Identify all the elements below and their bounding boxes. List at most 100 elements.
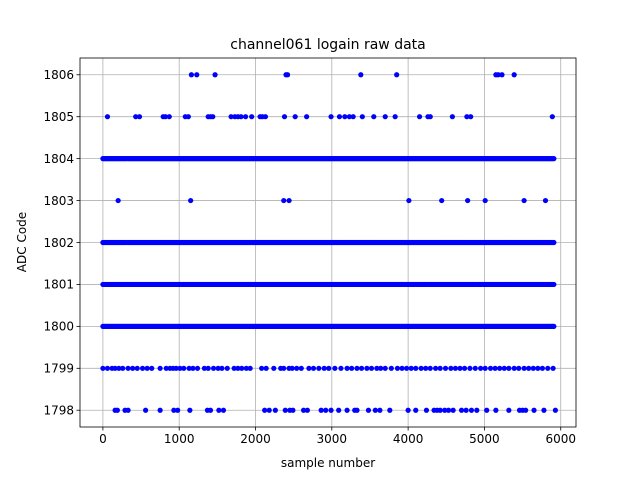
data-point (125, 407, 131, 413)
data-point (468, 114, 474, 120)
data-point (530, 365, 536, 371)
data-point (162, 114, 169, 120)
data-point (242, 114, 249, 120)
data-point (458, 407, 465, 413)
data-point (371, 114, 377, 120)
data-point (125, 365, 131, 371)
data-point (336, 114, 343, 120)
data-point (175, 407, 181, 413)
x-tick-label: 5000 (469, 432, 500, 446)
data-point (290, 407, 296, 413)
data-point (535, 365, 541, 371)
y-axis-label: ADC Code (15, 212, 29, 272)
data-point (181, 365, 187, 371)
data-point (323, 407, 329, 413)
data-point (212, 72, 218, 78)
data-point (300, 407, 307, 413)
y-tick-label: 1805 (43, 110, 74, 124)
chart-title: channel061 logain raw data (230, 37, 425, 53)
data-point (228, 114, 234, 120)
data-point (157, 365, 163, 371)
data-point (539, 365, 546, 371)
data-point (231, 365, 237, 371)
y-tick-label: 1804 (43, 152, 74, 166)
data-point (445, 407, 452, 413)
data-point (298, 365, 304, 371)
data-point (281, 197, 287, 204)
data-point (452, 365, 459, 371)
data-point (115, 197, 121, 204)
data-point (461, 365, 468, 371)
data-point (467, 365, 473, 371)
data-point (130, 365, 136, 371)
data-point (292, 114, 298, 120)
data-point (346, 114, 352, 120)
data-point (104, 114, 111, 120)
data-point (521, 365, 527, 371)
x-axis-label: sample number (281, 456, 375, 470)
data-point (394, 365, 401, 371)
data-point (492, 365, 498, 371)
data-point (552, 407, 559, 413)
data-point (372, 407, 378, 413)
data-point (450, 407, 456, 413)
data-point (262, 114, 269, 120)
data-point (344, 407, 350, 413)
data-point (399, 365, 405, 371)
data-point (262, 407, 268, 413)
data-point (448, 365, 454, 371)
data-point (354, 365, 360, 371)
data-point (549, 114, 555, 120)
data-point (545, 365, 551, 371)
data-point (281, 365, 287, 371)
y-tick-label: 1800 (43, 320, 74, 334)
data-point (358, 72, 364, 78)
data-point (423, 407, 430, 413)
data-point (542, 197, 549, 204)
data-point (405, 407, 411, 413)
data-point (328, 407, 334, 413)
data-point (205, 365, 211, 371)
data-point (326, 365, 332, 371)
data-point (551, 281, 557, 288)
data-point (482, 197, 488, 204)
data-point (185, 114, 191, 120)
data-point (271, 365, 277, 371)
data-point (482, 365, 488, 371)
data-point (388, 365, 394, 371)
data-point (336, 407, 342, 413)
data-point (478, 365, 484, 371)
data-point (173, 365, 179, 371)
data-point (495, 72, 501, 78)
data-point (282, 407, 288, 413)
data-point (474, 407, 480, 413)
data-point (439, 197, 445, 204)
data-point (316, 365, 322, 371)
data-point (190, 365, 196, 371)
data-point (523, 407, 529, 413)
data-point (216, 407, 222, 413)
y-tick-label: 1802 (43, 236, 74, 250)
data-point (112, 365, 118, 371)
data-point (210, 365, 217, 371)
data-point (338, 365, 344, 371)
x-tick-label: 4000 (393, 432, 424, 446)
data-point (104, 365, 111, 371)
data-point (247, 365, 253, 371)
data-point (550, 365, 556, 371)
data-point (378, 365, 384, 371)
data-point (284, 72, 291, 78)
data-point (531, 407, 537, 413)
data-point (243, 365, 249, 371)
data-point (220, 407, 227, 413)
data-point (418, 365, 424, 371)
data-point (239, 365, 245, 371)
data-point (207, 407, 214, 413)
data-point (521, 197, 527, 204)
data-point (263, 365, 269, 371)
data-point (506, 365, 512, 371)
data-point (413, 365, 419, 371)
data-point (306, 365, 312, 371)
data-point (163, 365, 169, 371)
